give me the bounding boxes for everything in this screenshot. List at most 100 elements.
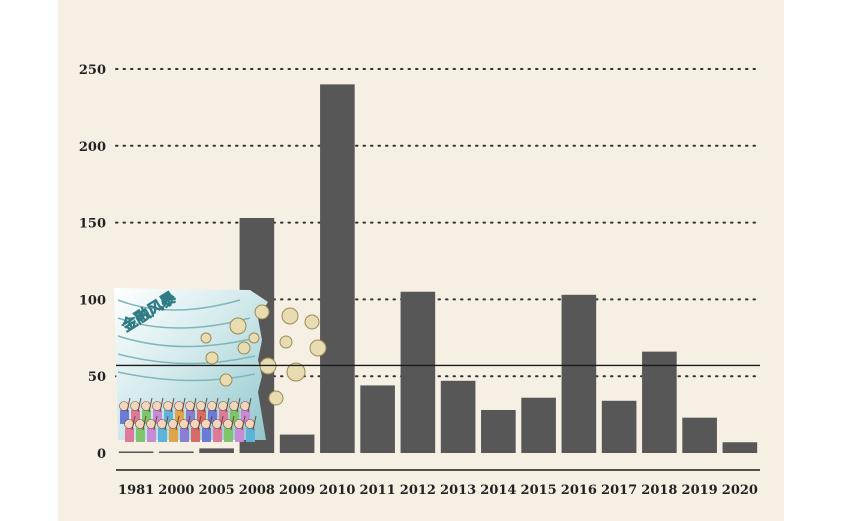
x-tick-label: 2015 (521, 483, 557, 498)
person-body (136, 428, 145, 442)
person-body (142, 410, 151, 424)
person-raised-arm (137, 397, 142, 413)
person-raised-arm (148, 397, 153, 413)
person-raised-arm (219, 415, 224, 431)
x-tick-label: 2005 (199, 483, 235, 498)
x-tick-label: 2013 (440, 483, 476, 498)
x-tick-label: 2000 (158, 483, 194, 498)
person-body (175, 410, 184, 424)
x-tick-label: 2017 (601, 483, 637, 498)
person-raised-arm (192, 397, 197, 413)
bar-2014 (481, 409, 516, 453)
bar-2018 (642, 351, 677, 453)
person-raised-arm (181, 397, 186, 413)
y-tick-label: 150 (79, 217, 106, 232)
person-raised-arm (203, 397, 208, 413)
person-body (219, 410, 228, 424)
person-raised-arm (153, 415, 158, 431)
person-body (213, 428, 222, 442)
person-raised-arm (236, 397, 241, 413)
bar-2000 (159, 451, 194, 453)
bar-2013 (440, 380, 476, 453)
flying-coins (200, 304, 327, 406)
person-body (147, 428, 156, 442)
person-raised-arm (131, 415, 136, 431)
person-raised-arm (247, 397, 252, 413)
coin-icon (237, 341, 251, 355)
person-raised-arm (126, 397, 131, 413)
person-raised-arm (175, 415, 180, 431)
coin-icon (205, 351, 219, 365)
person-body (180, 428, 189, 442)
coin-icon (286, 362, 306, 382)
person-body (169, 428, 178, 442)
person-raised-arm (230, 415, 235, 431)
coin-icon (254, 304, 270, 320)
coin-icon (281, 307, 299, 325)
person-raised-arm (214, 397, 219, 413)
financial-storm-illustration: 金融风暴 (114, 288, 327, 442)
person-raised-arm (208, 415, 213, 431)
person-body (153, 410, 162, 424)
person-body (202, 428, 211, 442)
bar-2012 (400, 291, 436, 453)
coin-icon (279, 335, 293, 349)
y-axis-ticks: 0 50 100 150 200 250 (79, 63, 106, 462)
bar-2010 (320, 84, 355, 454)
person-body (186, 410, 195, 424)
x-tick-label: 2010 (319, 483, 355, 498)
person-body (191, 428, 200, 442)
person-body (158, 428, 167, 442)
x-axis-ticks: 1981 2000 2005 2008 2009 2010 2011 2012 2013 2014… (118, 483, 758, 498)
bar-2016 (561, 294, 597, 453)
person-body (164, 410, 173, 424)
coin-icon (268, 390, 284, 406)
coin-icon (219, 373, 233, 387)
crowd-of-people (119, 397, 257, 442)
person-body (125, 428, 134, 442)
y-tick-label: 50 (88, 370, 106, 385)
bar-2011 (360, 385, 395, 453)
y-tick-label: 200 (79, 140, 106, 155)
bars (118, 84, 758, 454)
coin-icon (229, 317, 247, 335)
person-body (208, 410, 217, 424)
person-raised-arm (159, 397, 164, 413)
person-body (197, 410, 206, 424)
bar-2020 (722, 442, 758, 453)
coin-icon (304, 314, 320, 330)
x-tick-label: 2011 (360, 483, 396, 498)
bar-2005 (199, 448, 234, 453)
x-tick-label: 2019 (682, 483, 718, 498)
x-tick-label: 2018 (641, 483, 677, 498)
bar-2009 (279, 434, 315, 453)
y-tick-label: 250 (79, 63, 106, 78)
x-tick-label: 2014 (480, 483, 516, 498)
person-body (241, 410, 250, 424)
y-tick-label: 100 (79, 293, 106, 308)
person-raised-arm (225, 397, 230, 413)
person-raised-arm (164, 415, 169, 431)
person-raised-arm (241, 415, 246, 431)
person-body (224, 428, 233, 442)
x-tick-label: 2016 (561, 483, 597, 498)
person-body (235, 428, 244, 442)
coin-icon (309, 339, 327, 357)
bar-2019 (682, 417, 717, 453)
x-tick-label: 2009 (279, 483, 315, 498)
person-raised-arm (170, 397, 175, 413)
x-tick-label: 2012 (400, 483, 436, 498)
person-raised-arm (142, 415, 147, 431)
x-tick-label: 2008 (239, 483, 275, 498)
x-tick-label: 1981 (118, 483, 154, 498)
person-body (246, 428, 255, 442)
y-tick-label: 0 (97, 447, 106, 462)
person-body (131, 410, 140, 424)
coin-icon (248, 332, 260, 344)
person-raised-arm (186, 415, 191, 431)
person-raised-arm (197, 415, 202, 431)
coin-icon (200, 332, 212, 344)
bar-2015 (521, 397, 556, 453)
bar-2017 (601, 400, 637, 453)
